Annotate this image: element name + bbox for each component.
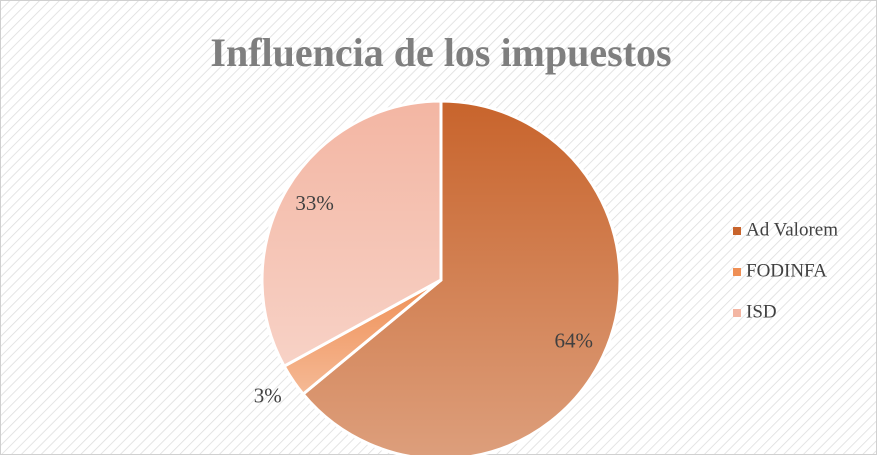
data-label: 33% — [295, 191, 334, 215]
legend-label: Ad Valorem — [746, 219, 838, 240]
legend-swatch — [733, 268, 741, 276]
legend-label: FODINFA — [746, 260, 827, 281]
legend-label: ISD — [746, 301, 777, 322]
legend: Ad Valorem FODINFA ISD — [733, 219, 838, 322]
slice-shade — [261, 100, 441, 367]
legend-swatch — [733, 227, 741, 235]
chart-title: Influencia de los impuestos — [210, 30, 671, 75]
slice-shade — [303, 101, 620, 455]
slice-shade — [284, 280, 441, 395]
data-label: 3% — [254, 384, 282, 408]
data-label: 64% — [555, 328, 594, 352]
pie: 64% 3% 33% — [254, 99, 622, 455]
legend-swatch — [733, 309, 741, 317]
